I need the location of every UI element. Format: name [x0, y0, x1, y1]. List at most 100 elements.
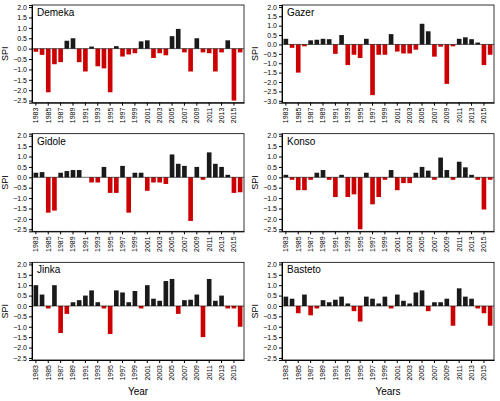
y-tick-label: −1.5	[13, 205, 27, 212]
x-tick-label: 1997	[119, 236, 126, 252]
bar	[182, 300, 187, 306]
bar	[232, 306, 237, 308]
x-tick-mark	[310, 360, 311, 363]
y-tick-mark	[29, 264, 32, 265]
y-tick-label: −0.5	[263, 51, 277, 58]
y-axis-title: SPI	[0, 175, 10, 190]
bar	[34, 285, 39, 306]
x-tick-label: 1985	[295, 236, 302, 252]
y-axis: −2.5−2.0−1.5−1.0−0.50.00.51.01.52.0	[13, 261, 32, 362]
x-tick-mark	[233, 103, 234, 106]
x-axis: 1983198519871989199119931995199719992001…	[32, 231, 244, 252]
x-tick: 1995	[107, 231, 114, 252]
bar	[139, 41, 144, 48]
y-tick: 1.5	[17, 272, 32, 279]
x-tick-label: 1997	[369, 365, 376, 381]
x-tick-mark	[360, 231, 361, 234]
bar	[358, 44, 363, 58]
x-tick-mark	[196, 231, 197, 234]
panel-title: Jinka	[37, 264, 61, 275]
y-tick-mark	[279, 54, 282, 55]
bar	[345, 44, 350, 65]
x-tick-mark	[446, 231, 447, 234]
x-tick-mark	[409, 360, 410, 363]
bar	[170, 36, 175, 48]
bar	[46, 177, 51, 212]
y-tick-mark	[279, 7, 282, 8]
bar	[133, 49, 138, 54]
y-tick: 0.5	[17, 292, 32, 299]
x-axis: 1983198519871989199119931995199719992001…	[32, 103, 244, 124]
bar	[407, 177, 412, 183]
x-tick-mark	[422, 231, 423, 234]
bar	[145, 177, 150, 191]
bar	[238, 306, 243, 327]
bar	[170, 279, 175, 306]
x-tick-mark	[221, 103, 222, 106]
x-tick-mark	[397, 231, 398, 234]
bar	[370, 177, 375, 204]
x-tick: 2009	[443, 103, 450, 124]
panel: −2.5−2.0−1.5−1.0−0.50.00.51.01.52.019831…	[0, 261, 245, 397]
zero-line	[282, 305, 494, 306]
x-tick: 1993	[344, 360, 351, 381]
bar	[339, 175, 344, 177]
bar	[46, 49, 51, 93]
x-tick: 1985	[295, 231, 302, 252]
x-tick-label: 2005	[168, 236, 175, 252]
y-tick-mark	[29, 285, 32, 286]
figure: −2.5−2.0−1.5−1.0−0.50.00.51.01.52.019831…	[0, 0, 500, 401]
bar	[451, 177, 456, 179]
y-tick: −1.5	[263, 69, 282, 76]
bar	[420, 24, 425, 45]
x-tick: 1985	[45, 103, 52, 124]
x-tick-label: 2013	[468, 108, 475, 124]
y-tick-label: 0.0	[17, 174, 27, 181]
bar	[176, 306, 181, 314]
y-tick: 0.5	[267, 164, 282, 171]
y-tick-label: 0.0	[267, 303, 277, 310]
bar	[488, 177, 493, 179]
y-tick: −1.0	[263, 60, 282, 67]
y-tick-mark	[29, 275, 32, 276]
y-tick-mark	[29, 198, 32, 199]
x-tick: 1995	[357, 231, 364, 252]
bar	[432, 44, 437, 56]
x-tick: 1995	[107, 360, 114, 381]
bar	[40, 172, 45, 177]
bar	[333, 44, 338, 53]
y-tick-mark	[279, 358, 282, 359]
y-tick: −2.0	[263, 216, 282, 223]
bar	[438, 302, 443, 306]
x-tick: 1993	[94, 231, 101, 252]
y-tick-label: 0.5	[17, 164, 27, 171]
bar	[120, 292, 125, 306]
x-tick: 1999	[381, 231, 388, 252]
y-tick-mark	[29, 69, 32, 70]
x-tick: 1993	[94, 360, 101, 381]
x-tick-mark	[483, 231, 484, 234]
x-tick-label: 1983	[282, 108, 289, 124]
y-tick-label: 0.5	[267, 32, 277, 39]
x-tick: 2015	[480, 231, 487, 252]
x-tick: 1983	[282, 103, 289, 124]
y-tick: 0.5	[267, 32, 282, 39]
bar	[457, 39, 462, 45]
y-tick-mark	[29, 38, 32, 39]
x-tick-label: 1997	[369, 108, 376, 124]
x-tick-label: 1989	[319, 236, 326, 252]
y-tick-label: 2.0	[17, 261, 27, 268]
x-tick-label: 2013	[218, 365, 225, 381]
x-tick-label: 1983	[282, 236, 289, 252]
x-tick-label: 1987	[57, 365, 64, 381]
x-tick: 2011	[206, 103, 213, 123]
y-tick-label: −3.0	[263, 98, 277, 105]
x-tick: 2009	[443, 360, 450, 381]
x-tick-label: 1989	[69, 108, 76, 124]
x-tick: 2001	[394, 360, 401, 381]
bar	[321, 300, 326, 306]
y-tick-mark	[29, 358, 32, 359]
x-tick-mark	[323, 360, 324, 363]
x-tick-mark	[471, 360, 472, 363]
y-tick-mark	[279, 82, 282, 83]
